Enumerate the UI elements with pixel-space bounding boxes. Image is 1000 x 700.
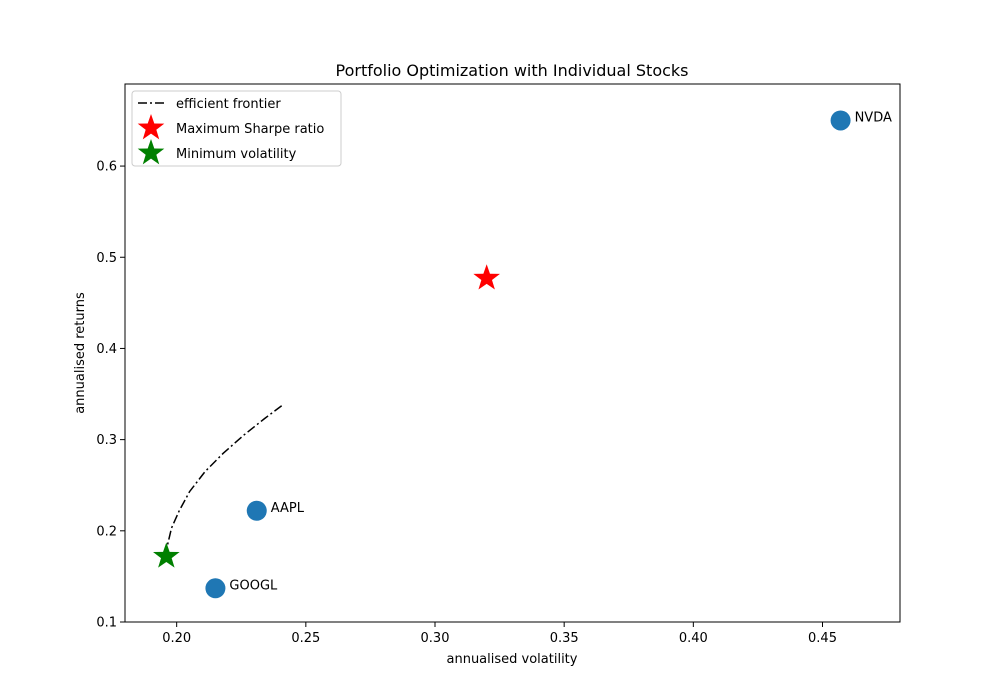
x-tick-label: 0.20 [162,631,191,646]
stock-label-nvda: NVDA [855,110,892,125]
y-tick-label: 0.1 [96,616,117,631]
stock-point-nvda [830,110,851,131]
efficient-frontier-line [165,403,285,557]
stocks-layer: NVDA AAPL GOOGL [205,110,892,599]
legend-max-sharpe-star-shape [137,114,165,140]
x-axis: 0.20 0.25 0.30 0.35 0.40 0.45 [162,622,837,646]
x-axis-label: annualised volatility [447,652,578,667]
chart-title: Portfolio Optimization with Individual S… [336,61,689,80]
plot-background [125,84,900,622]
stars-layer [153,264,500,568]
y-tick-label: 0.6 [96,160,117,175]
x-tick-label: 0.35 [550,631,579,646]
max-sharpe-star [473,264,500,290]
legend-min-volatility-label: Minimum volatility [176,147,297,162]
legend: efficient frontier Maximum Sharpe ratio … [131,90,342,167]
stock-point-googl [205,578,226,599]
stock-point-aapl [246,500,267,521]
x-tick-label: 0.25 [291,631,320,646]
y-tick-label: 0.3 [96,433,117,448]
legend-box [131,90,342,167]
plot-area [125,84,900,622]
legend-max-sharpe-label: Maximum Sharpe ratio [176,122,324,137]
plot-frame [124,83,901,623]
y-axis-label: annualised returns [73,292,88,414]
min-volatility-star [153,542,180,568]
y-tick-label: 0.5 [96,251,117,266]
legend-min-volatility-star-shape [137,139,165,165]
legend-frontier-label: efficient frontier [176,97,281,112]
stock-label-aapl: AAPL [271,501,305,516]
y-tick-label: 0.4 [96,342,117,357]
legend-min-volatility-star [137,139,165,165]
x-tick-label: 0.30 [421,631,450,646]
stock-label-googl: GOOGL [229,578,278,593]
y-axis: 0.1 0.2 0.3 0.4 0.5 0.6 [96,160,125,631]
y-tick-label: 0.2 [96,524,117,539]
x-tick-label: 0.45 [808,631,837,646]
legend-max-sharpe-star [137,114,165,140]
x-tick-label: 0.40 [679,631,708,646]
frontier-layer [165,403,285,557]
